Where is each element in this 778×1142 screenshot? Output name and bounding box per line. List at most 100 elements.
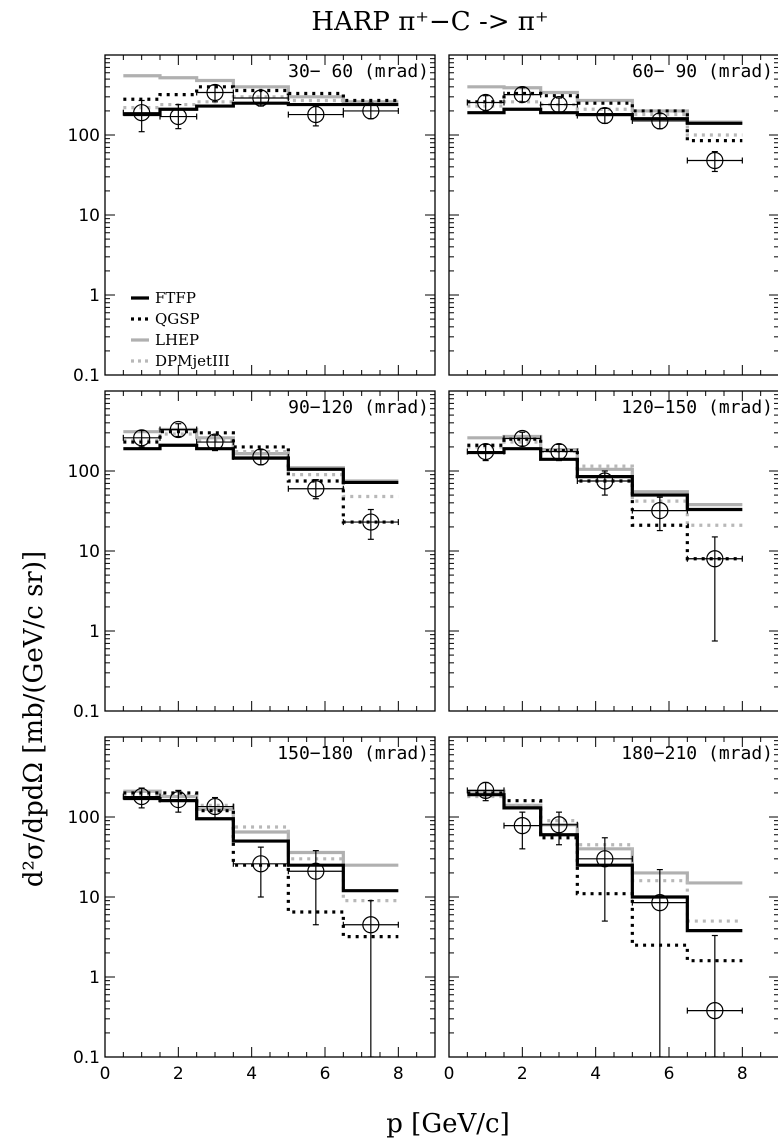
data-marker (651, 501, 669, 520)
x-tick-label: 6 (664, 1064, 675, 1084)
data-marker (169, 107, 187, 126)
legend-label-ftfp: FTFP (155, 289, 196, 307)
legend-label-dpmjetiii: DPMjetIII (155, 352, 230, 370)
data-point (342, 102, 399, 120)
data-point (503, 811, 542, 850)
y-tick-label: 0.1 (73, 366, 100, 386)
data-marker (550, 816, 568, 834)
data-marker (169, 791, 187, 809)
panel-curves (466, 85, 743, 173)
panel-angle-label: 180−210 (mrad) (621, 743, 773, 764)
data-marker (513, 817, 531, 835)
data-point (503, 429, 542, 448)
data-marker (706, 550, 724, 568)
data-marker (651, 112, 669, 130)
legend-label-lhep: LHEP (155, 331, 199, 349)
data-marker (596, 106, 614, 125)
data-point (576, 106, 633, 125)
data-point (287, 479, 344, 500)
y-tick-label: 10 (78, 542, 100, 562)
model-curve-ftfp (123, 443, 399, 485)
data-marker (133, 104, 151, 122)
panel-curves (122, 787, 399, 1057)
data-point (122, 99, 161, 133)
data-point (466, 781, 505, 802)
data-marker (596, 472, 614, 490)
panel-angle-label: 90−120 (mrad) (288, 397, 429, 418)
y-tick-label: 1 (89, 622, 100, 642)
x-tick-label: 2 (517, 1064, 528, 1084)
data-point (342, 508, 399, 540)
panel-curves (122, 420, 399, 540)
data-marker (550, 442, 568, 461)
data-point (196, 796, 234, 820)
legend: FTFP QGSP LHEP DPMjetIII (131, 289, 230, 370)
data-marker (307, 862, 325, 880)
data-marker (206, 797, 224, 816)
x-tick-label: 4 (246, 1064, 257, 1084)
legend-label-qgsp: QGSP (155, 310, 200, 328)
figure-title: HARP π⁺−C -> π⁺ (311, 7, 548, 37)
data-marker (362, 916, 380, 934)
panel-curves (466, 781, 743, 1057)
model-curve-dpmjetiii (467, 794, 743, 923)
data-point (466, 93, 505, 112)
y-tick-label: 100 (68, 126, 100, 146)
panel-angle-label: 150−180 (mrad) (277, 743, 429, 764)
data-point (540, 95, 578, 114)
panel-5: 0.1 1 10 100 0 2 4 6 8 150−180 (mrad) (68, 736, 436, 1084)
panel-curves (122, 74, 399, 133)
panel-angle-label: 120−150 (mrad) (621, 397, 773, 418)
y-tick-label: 10 (78, 206, 100, 226)
data-point (576, 470, 633, 496)
model-curve-dpmjetiii (123, 95, 399, 110)
data-point (159, 103, 198, 130)
model-curve-qgsp (467, 91, 743, 143)
y-tick-label: 1 (89, 968, 100, 988)
x-tick-label: 4 (590, 1064, 601, 1084)
panel-3: 0.1 1 10 100 90−120 (mrad) (68, 390, 436, 722)
data-marker (362, 102, 380, 120)
x-tick-label: 8 (737, 1064, 748, 1084)
panel-frame (104, 390, 436, 712)
data-marker (550, 95, 568, 114)
data-marker (133, 429, 151, 447)
y-tick-label: 100 (68, 808, 100, 828)
data-point (287, 105, 344, 127)
x-tick-label: 2 (173, 1064, 184, 1084)
model-curve-lhep (123, 74, 399, 104)
x-tick-label: 0 (444, 1064, 455, 1084)
data-point (540, 811, 578, 846)
panel-4: 120−150 (mrad) (448, 390, 778, 712)
y-tick-label: 0.1 (73, 1048, 100, 1068)
data-marker (252, 448, 270, 466)
data-marker (252, 855, 270, 873)
data-marker (706, 1002, 724, 1020)
data-marker (307, 480, 325, 498)
panel-2: 60− 90 (mrad) (448, 54, 778, 376)
data-point (232, 448, 289, 466)
y-tick-label: 100 (68, 462, 100, 482)
data-marker (133, 787, 151, 806)
data-marker (477, 442, 495, 461)
model-curve-qgsp (467, 437, 743, 561)
panel-angle-label: 30− 60 (mrad) (288, 61, 429, 82)
data-point (232, 89, 289, 107)
data-marker (307, 105, 325, 124)
data-point (159, 420, 198, 439)
data-point (631, 112, 688, 130)
data-marker (477, 93, 495, 112)
data-point (342, 900, 399, 1057)
model-curve-dpmjetiii (467, 440, 743, 527)
data-point (540, 442, 578, 462)
panel-frame (104, 736, 436, 1058)
model-curve-qgsp (123, 85, 399, 103)
data-marker (651, 894, 669, 912)
data-marker (252, 89, 270, 107)
data-marker (513, 429, 531, 448)
data-marker (169, 420, 187, 439)
y-tick-label: 10 (78, 888, 100, 908)
data-marker (513, 85, 531, 104)
